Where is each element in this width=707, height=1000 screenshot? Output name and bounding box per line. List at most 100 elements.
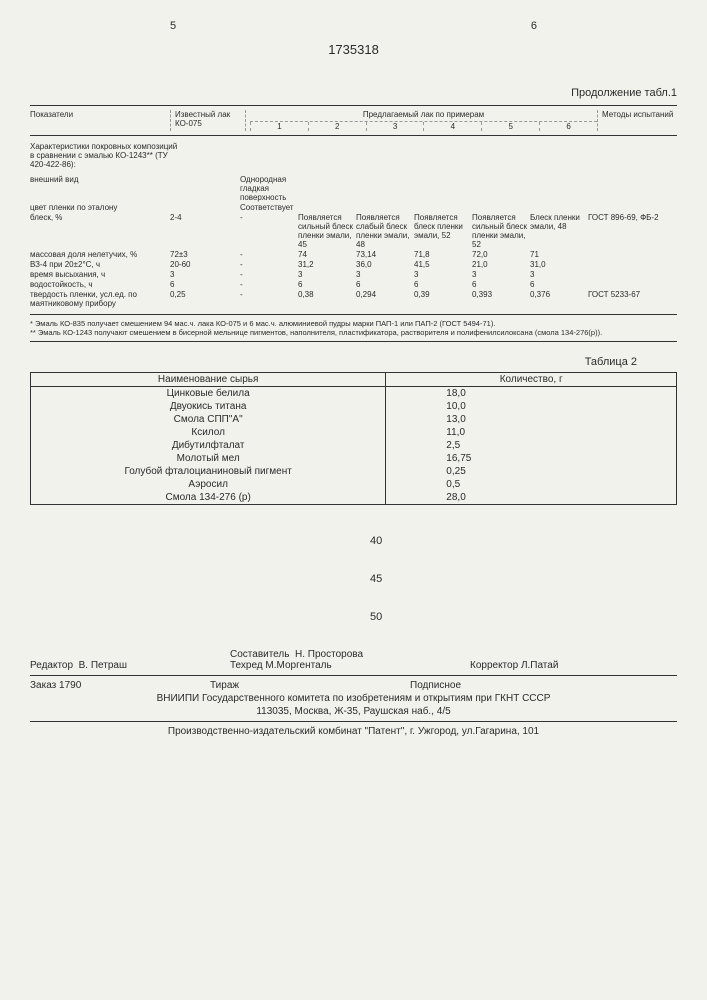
t1-val [472, 203, 530, 212]
t2-hdr-name: Наименование сырья [31, 373, 386, 387]
line-numbers: 40 45 50 [370, 535, 677, 623]
t1-method [588, 280, 663, 289]
t1-known [170, 203, 240, 212]
t1-val [298, 175, 356, 202]
t1-rowname: водостойкость, ч [30, 280, 170, 289]
divider-2 [30, 721, 677, 722]
divider-1 [30, 675, 677, 676]
editor-label: Редактор [30, 660, 73, 671]
order-line: Заказ 1790 Тираж Подписное [30, 680, 677, 691]
t1-val: 0,393 [472, 290, 530, 308]
table1-row: водостойкость, ч6-66666 [30, 280, 677, 289]
table1-header: Показатели Известный лак КО-075 Предлага… [30, 105, 677, 136]
t1-val: 0,39 [414, 290, 472, 308]
table1-row: массовая доля нелетучих, %72±3-7473,1471… [30, 250, 677, 259]
t2-name: Молотый мел [31, 452, 386, 465]
zakaz-label: Заказ [30, 680, 56, 691]
t1-val: Появляется слабый блеск пленки эмали, 48 [356, 213, 414, 249]
t1-val: Появляется сильный блеск пленки эмали, 5… [472, 213, 530, 249]
t1-val: 73,14 [356, 250, 414, 259]
lineno-45: 45 [370, 573, 677, 585]
hdr-known: Известный лак КО-075 [170, 110, 245, 131]
t1-val: 0,294 [356, 290, 414, 308]
t1-excol: 3 [366, 122, 424, 131]
t1-rowname: массовая доля нелетучих, % [30, 250, 170, 259]
t1-val: Соответствует [240, 203, 298, 212]
t1-val: - [240, 213, 298, 249]
t2-name: Голубой фталоцианиновый пигмент [31, 465, 386, 478]
t1-rowname: ВЗ-4 при 20±2°С, ч [30, 260, 170, 269]
t1-val: - [240, 290, 298, 308]
t1-excol: 6 [539, 122, 597, 131]
table2: Наименование сырья Количество, г Цинковы… [30, 372, 677, 505]
t2-qty: 16,75 [386, 452, 677, 465]
table2-row: Дибутилфталат2,5 [31, 439, 677, 452]
compiler-label: Составитель [230, 649, 289, 660]
t1-val: 3 [298, 270, 356, 279]
publisher-org: ВНИИПИ Государственного комитета по изоб… [30, 693, 677, 704]
hdr-indicators: Показатели [30, 110, 170, 131]
t1-val [298, 203, 356, 212]
t2-name: Ксилол [31, 426, 386, 439]
table2-row: Смола СПП"А"13,0 [31, 413, 677, 426]
table1-row: ВЗ-4 при 20±2°С, ч20-60-31,236,041,521,0… [30, 260, 677, 269]
table1-section-title: Характеристики покровных композиций в ср… [30, 142, 180, 169]
t1-method: ГОСТ 5233-67 [588, 290, 663, 308]
t2-name: Цинковые белила [31, 387, 386, 401]
credits-block: Составитель Н. Просторова Редактор В. Пе… [30, 649, 677, 671]
t1-val: 31,0 [530, 260, 588, 269]
techred: М.Моргенталь [265, 660, 331, 671]
t1-val: 71,8 [414, 250, 472, 259]
t2-qty: 11,0 [386, 426, 677, 439]
t1-val: 6 [356, 280, 414, 289]
t2-qty: 2,5 [386, 439, 677, 452]
t2-name: Двуокись титана [31, 400, 386, 413]
t1-val: 31,2 [298, 260, 356, 269]
t1-val: 6 [530, 280, 588, 289]
t1-method [588, 203, 663, 212]
t1-val: - [240, 250, 298, 259]
table1-row: время высыхания, ч3-33333 [30, 270, 677, 279]
t2-qty: 0,25 [386, 465, 677, 478]
t1-val: 36,0 [356, 260, 414, 269]
t1-known: 3 [170, 270, 240, 279]
printer: Производственно-издательский комбинат "П… [30, 726, 677, 737]
t2-qty: 0,5 [386, 478, 677, 491]
t1-val: Однородная гладкая поверхность [240, 175, 298, 202]
footnote-2: ** Эмаль КО-1243 получают смешением в би… [30, 328, 677, 337]
t1-known: 20-60 [170, 260, 240, 269]
t1-val [530, 203, 588, 212]
t1-rowname: внешний вид [30, 175, 170, 202]
t2-name: Аэросил [31, 478, 386, 491]
t1-val [472, 175, 530, 202]
t1-val: Появляется сильный блеск пленки эмали, 4… [298, 213, 356, 249]
t1-method [588, 175, 663, 202]
corrector: Л.Патай [521, 660, 559, 671]
compiler: Н. Просторова [295, 649, 363, 660]
page-left: 5 [170, 20, 176, 32]
t1-rowname: время высыхания, ч [30, 270, 170, 279]
editor: В. Петраш [79, 660, 127, 671]
t1-val: 0,38 [298, 290, 356, 308]
t1-method [588, 270, 663, 279]
table1-continuation: Продолжение табл.1 [30, 87, 677, 99]
t1-method [588, 260, 663, 269]
page-right: 6 [531, 20, 537, 32]
table1-footnotes: * Эмаль КО-835 получает смешением 94 мас… [30, 314, 677, 342]
t1-known [170, 175, 240, 202]
t1-known: 2-4 [170, 213, 240, 249]
t1-known: 72±3 [170, 250, 240, 259]
t1-method: ГОСТ 896-69, ФБ-2 [588, 213, 663, 249]
t1-val [414, 175, 472, 202]
t1-excol: 2 [308, 122, 366, 131]
t2-qty: 18,0 [386, 387, 677, 401]
table1-body: Характеристики покровных композиций в ср… [30, 142, 677, 308]
patent-number: 1735318 [30, 42, 677, 57]
lineno-40: 40 [370, 535, 677, 547]
t1-val: - [240, 270, 298, 279]
table2-label: Таблица 2 [30, 356, 637, 368]
t1-val [530, 175, 588, 202]
table2-row: Голубой фталоцианиновый пигмент0,25 [31, 465, 677, 478]
table2-row: Смола 134-276 (р)28,0 [31, 491, 677, 505]
t1-val: 3 [530, 270, 588, 279]
